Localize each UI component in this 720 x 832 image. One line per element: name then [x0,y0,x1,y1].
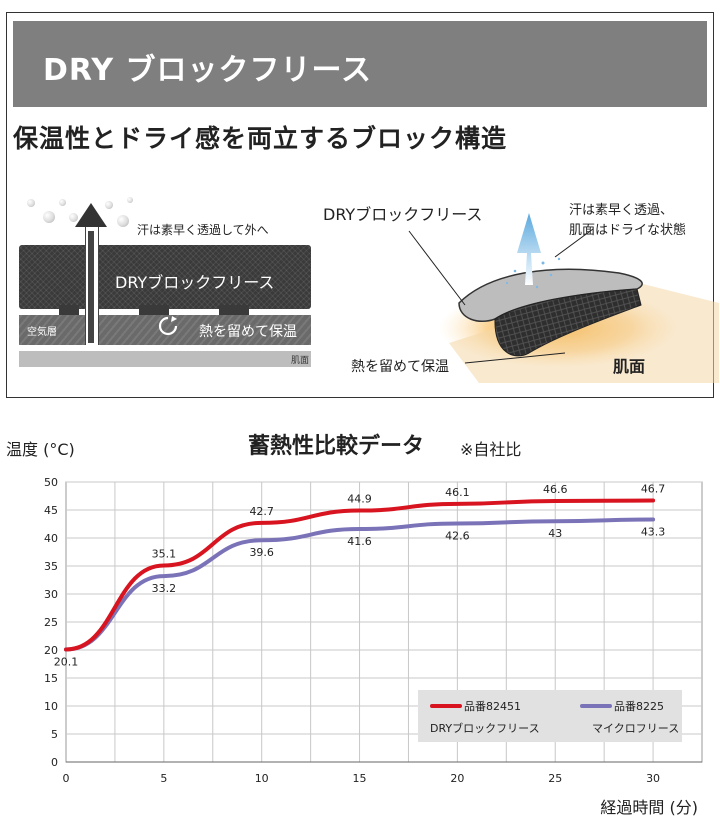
legend-desc: DRYブロックフリース [430,721,540,735]
y-tick-label: 45 [44,504,58,517]
x-tick-label: 25 [548,772,562,785]
sweat-droplet [69,213,78,222]
data-label: 39.6 [249,546,274,559]
fabric-illustration: DRYブロックフリース 汗は素早く透過、 肌面はドライな状態 熱を留めて保温 肌… [319,193,719,383]
series-line [64,498,656,652]
sweat-line-2: 肌面はドライな状態 [569,223,687,238]
y-tick-label: 20 [44,644,58,657]
legend-desc: マイクロフリース [592,722,679,735]
fabric-drawing [408,213,719,383]
chart-title: 蓄熱性比較データ [248,434,425,459]
data-label: 33.2 [152,582,177,595]
data-label: 46.1 [445,486,470,499]
data-label: 42.6 [445,529,470,542]
x-tick-label: 5 [160,772,167,785]
legend-code: 品番8225 [614,700,664,713]
data-label: 43 [548,527,562,540]
air-layer-label: 空気層 [27,327,57,338]
leader-line [408,230,466,306]
skin-layer [19,351,311,367]
feature-panel: DRY ブロックフリース 保温性とドライ感を両立するブロック構造 汗は素早く透過… [6,12,719,398]
air-layer [19,315,311,345]
sweat-transfer-label: 汗は素早く透過して外へ [137,223,269,237]
data-label: 20.1 [54,655,79,668]
panel-subtitle: 保温性とドライ感を両立するブロック構造 [13,124,508,153]
chart-note: ※自社比 [460,440,522,459]
moisture-arrow-icon [517,213,541,285]
leader-line [464,352,566,364]
data-label: 42.7 [249,505,274,518]
y-tick-label: 50 [44,476,58,489]
sweat-description: 汗は素早く透過、 肌面はドライな状態 [569,201,719,241]
y-tick-label: 25 [44,616,58,629]
legend-box [418,690,682,742]
banner: DRY ブロックフリース [13,21,707,107]
heat-retention-label: 熱を留めて保温 [351,359,449,375]
moisture-sparkles [505,257,561,289]
y-tick-label: 35 [44,560,58,573]
temperature-line-chart: 0 5 10 15 20 25 30 35 40 45 50 0 5 10 15 20 25 30 35.1 42.7… [44,476,703,785]
sweat-droplet [117,215,129,227]
data-label: 41.6 [347,535,372,548]
leader-line [554,228,594,258]
y-axis-label: 温度 (°C) [6,440,75,459]
sweat-droplet [59,199,66,206]
data-label: 44.9 [347,493,372,506]
banner-title: DRY ブロックフリース [43,53,373,88]
skin-layer-label: 肌面 [290,356,309,366]
fleece-layer [19,245,311,309]
sweat-droplet [105,201,113,209]
data-label: 43.3 [641,526,666,539]
y-tick-label: 15 [44,672,58,685]
legend-code: 品番82451 [464,700,521,713]
x-tick-label: 30 [646,772,660,785]
sweat-droplet [27,199,35,207]
x-tick-label: 20 [450,772,464,785]
y-tick-label: 30 [44,588,58,601]
structure-schematic: 汗は素早く透過して外へ DRYブロックフリース 空気層 熱を留めて保温 肌面 [19,191,319,381]
sweat-droplet [43,211,55,223]
data-label: 35.1 [152,547,177,560]
sweat-droplet [127,197,133,203]
x-tick-label: 0 [63,772,70,785]
x-axis-label: 経過時間 (分) [600,798,698,817]
series-line [64,517,656,652]
data-label: 46.6 [543,483,568,496]
x-tick-label: 15 [353,772,367,785]
y-tick-label: 0 [51,756,58,769]
heat-retention-label: 熱を留めて保温 [199,324,297,340]
fabric-label: DRYブロックフリース [323,205,483,224]
fleece-quilted-face [494,288,642,357]
y-tick-label: 10 [44,700,58,713]
up-arrow-head-icon [75,203,107,227]
y-tick-label: 5 [51,728,58,741]
data-label: 46.7 [641,482,666,495]
fleece-layer-label: DRYブロックフリース [115,273,275,292]
x-tick-label: 10 [255,772,269,785]
up-arrow-core [88,231,94,343]
skin-surface-label: 肌面 [613,357,646,376]
y-tick-label: 40 [44,532,58,545]
fleece-block-bumps [19,305,311,315]
sweat-line-1: 汗は素早く透過、 [569,203,674,218]
circulation-icon [158,316,178,336]
